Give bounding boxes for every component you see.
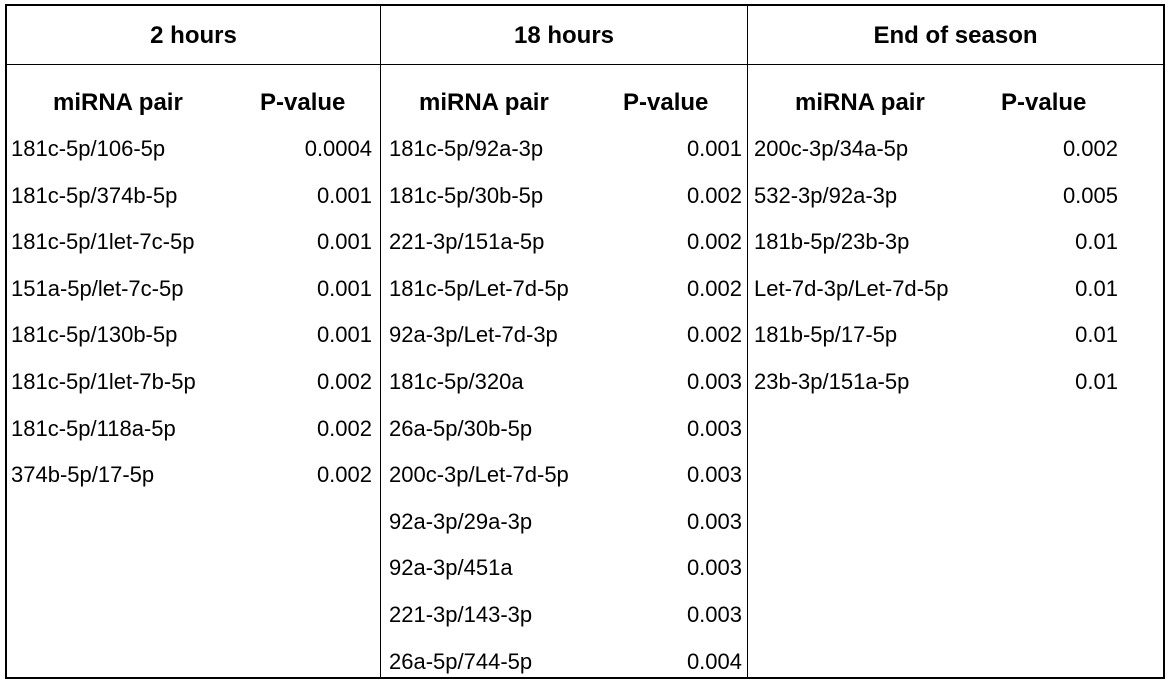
mirna-pair-cell: 532-3p/92a-3p xyxy=(754,182,898,208)
mirna-pair-cell: 181b-5p/23b-3p xyxy=(754,229,910,255)
mirna-pair-cell: 92a-3p/29a-3p xyxy=(389,508,533,534)
mirna-pair-cell: 181b-5p/17-5p xyxy=(754,322,898,348)
mirna-pair-cell: 181c-5p/1let-7b-5p xyxy=(11,368,196,394)
p-value-cell: 0.001 xyxy=(316,322,372,348)
mirna-pair-cell: 26a-5p/30b-5p xyxy=(389,415,533,441)
table-row: 92a-3p/Let-7d-3p 0.002 xyxy=(381,322,747,369)
column-header-p-value: P-value xyxy=(1001,89,1087,116)
mirna-pair-cell: 92a-3p/451a xyxy=(389,555,513,581)
p-value-cell: 0.001 xyxy=(316,275,372,301)
table-row: 532-3p/92a-3p 0.005 xyxy=(748,183,1163,230)
p-value-cell: 0.003 xyxy=(686,368,742,394)
table-row: 26a-5p/744-5p 0.004 xyxy=(381,649,747,695)
p-value-cell: 0.005 xyxy=(1062,182,1118,208)
table-row: 221-3p/151a-5p 0.002 xyxy=(381,229,747,276)
p-value-cell: 0.004 xyxy=(686,648,742,674)
table-row: 92a-3p/29a-3p 0.003 xyxy=(381,509,747,556)
mirna-pair-cell: 181c-5p/320a xyxy=(389,368,524,394)
table-row: Let-7d-3p/Let-7d-5p 0.01 xyxy=(748,276,1163,323)
table-body: 181c-5p/106-5p 0.0004 181c-5p/374b-5p 0.00… xyxy=(7,136,380,509)
group-title: 18 hours xyxy=(381,6,747,65)
table-row: 181b-5p/23b-3p 0.01 xyxy=(748,229,1163,276)
table-row: 181c-5p/1let-7c-5p 0.001 xyxy=(7,229,380,276)
mirna-pair-cell: 92a-3p/Let-7d-3p xyxy=(389,322,558,348)
table-row: 181b-5p/17-5p 0.01 xyxy=(748,322,1163,369)
mirna-pair-cell: 181c-5p/130b-5p xyxy=(11,322,178,348)
mirna-pair-cell: 200c-3p/Let-7d-5p xyxy=(389,462,569,488)
group-2-hours: 2 hours miRNA pair P-value 181c-5p/106-5… xyxy=(7,6,380,677)
column-header-mirna-pair: miRNA pair xyxy=(795,89,925,116)
p-value-cell: 0.002 xyxy=(686,229,742,255)
group-title: 2 hours xyxy=(7,6,380,65)
mirna-pair-cell: 181c-5p/106-5p xyxy=(11,136,166,161)
table-row: 181c-5p/106-5p 0.0004 xyxy=(7,136,380,183)
p-value-cell: 0.01 xyxy=(1075,368,1118,394)
mirna-pair-cell: 181c-5p/118a-5p xyxy=(11,415,176,441)
table-row: 92a-3p/451a 0.003 xyxy=(381,555,747,602)
p-value-cell: 0.002 xyxy=(1062,136,1118,161)
p-value-cell: 0.003 xyxy=(686,555,742,581)
column-header-mirna-pair: miRNA pair xyxy=(53,89,183,116)
mirna-pair-cell: 200c-3p/34a-5p xyxy=(754,136,909,161)
p-value-cell: 0.002 xyxy=(686,275,742,301)
table-row: 181c-5p/130b-5p 0.001 xyxy=(7,322,380,369)
table-row: 374b-5p/17-5p 0.002 xyxy=(7,462,380,509)
p-value-cell: 0.0004 xyxy=(304,136,372,161)
column-header-p-value: P-value xyxy=(260,89,346,116)
table-row: 200c-3p/Let-7d-5p 0.003 xyxy=(381,462,747,509)
group-title: End of season xyxy=(748,6,1163,65)
table-row: 181c-5p/Let-7d-5p 0.002 xyxy=(381,276,747,323)
mirna-pair-cell: 181c-5p/374b-5p xyxy=(11,182,178,208)
table-row: 181c-5p/374b-5p 0.001 xyxy=(7,183,380,230)
p-value-cell: 0.003 xyxy=(686,415,742,441)
p-value-cell: 0.002 xyxy=(316,368,372,394)
group-18-hours: 18 hours miRNA pair P-value 181c-5p/92a-… xyxy=(380,6,747,677)
p-value-cell: 0.002 xyxy=(316,462,372,488)
p-value-cell: 0.01 xyxy=(1075,229,1118,255)
p-value-cell: 0.003 xyxy=(686,508,742,534)
mirna-pair-cell: 374b-5p/17-5p xyxy=(11,462,155,488)
p-value-cell: 0.01 xyxy=(1075,275,1118,301)
mirna-pairs-table: 2 hours miRNA pair P-value 181c-5p/106-5… xyxy=(5,4,1165,679)
mirna-pair-cell: 181c-5p/92a-3p xyxy=(389,136,544,161)
column-header-mirna-pair: miRNA pair xyxy=(419,89,549,116)
mirna-pair-cell: 181c-5p/1let-7c-5p xyxy=(11,229,195,255)
column-header-p-value: P-value xyxy=(623,89,709,116)
p-value-cell: 0.002 xyxy=(316,415,372,441)
mirna-pair-cell: Let-7d-3p/Let-7d-5p xyxy=(754,275,949,301)
p-value-cell: 0.002 xyxy=(686,182,742,208)
group-end-of-season: End of season miRNA pair P-value 200c-3p… xyxy=(747,6,1163,677)
table-row: 26a-5p/30b-5p 0.003 xyxy=(381,416,747,463)
mirna-pair-cell: 221-3p/151a-5p xyxy=(389,229,545,255)
table-body: 181c-5p/92a-3p 0.001 181c-5p/30b-5p 0.002 … xyxy=(381,136,747,695)
mirna-pair-cell: 26a-5p/744-5p xyxy=(389,648,533,674)
table-body: 200c-3p/34a-5p 0.002 532-3p/92a-3p 0.005 1… xyxy=(748,136,1163,416)
table-row: 181c-5p/1let-7b-5p 0.002 xyxy=(7,369,380,416)
p-value-cell: 0.001 xyxy=(686,136,742,161)
p-value-cell: 0.002 xyxy=(686,322,742,348)
mirna-pair-cell: 23b-3p/151a-5p xyxy=(754,368,910,394)
table-row: 181c-5p/92a-3p 0.001 xyxy=(381,136,747,183)
table-row: 221-3p/143-3p 0.003 xyxy=(381,602,747,649)
p-value-cell: 0.001 xyxy=(316,229,372,255)
mirna-pair-cell: 151a-5p/let-7c-5p xyxy=(11,275,184,301)
mirna-pair-cell: 181c-5p/30b-5p xyxy=(389,182,544,208)
table-row: 181c-5p/118a-5p 0.002 xyxy=(7,416,380,463)
table-row: 200c-3p/34a-5p 0.002 xyxy=(748,136,1163,183)
p-value-cell: 0.003 xyxy=(686,462,742,488)
p-value-cell: 0.001 xyxy=(316,182,372,208)
p-value-cell: 0.01 xyxy=(1075,322,1118,348)
table-row: 23b-3p/151a-5p 0.01 xyxy=(748,369,1163,416)
table-row: 181c-5p/30b-5p 0.002 xyxy=(381,183,747,230)
p-value-cell: 0.003 xyxy=(686,601,742,627)
mirna-pair-cell: 221-3p/143-3p xyxy=(389,601,533,627)
table-row: 181c-5p/320a 0.003 xyxy=(381,369,747,416)
mirna-pair-cell: 181c-5p/Let-7d-5p xyxy=(389,275,569,301)
table-row: 151a-5p/let-7c-5p 0.001 xyxy=(7,276,380,323)
